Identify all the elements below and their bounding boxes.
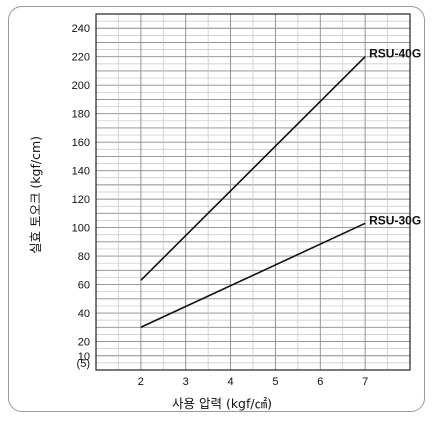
x-tick-label: 3 — [183, 376, 189, 388]
plot-border — [95, 13, 411, 371]
y-tick-label: 120 — [72, 194, 90, 206]
y-tick-label: 60 — [78, 280, 90, 292]
y-tick-label: 20 — [78, 337, 90, 349]
y-tick-label: 10 — [78, 351, 90, 363]
x-tick-labels: 2 3 4 5 6 7 — [138, 376, 368, 388]
series-label-rsu-40g: RSU-40G — [369, 47, 421, 61]
x-tick-label: 6 — [317, 376, 323, 388]
y-tick-label: (5) — [77, 358, 90, 370]
y-axis-label: 실효 토오크 (kgf/cm) — [28, 136, 43, 254]
series-line-rsu-40g — [140, 56, 366, 281]
y-tick-label: 220 — [72, 52, 90, 64]
series-labels: RSU-40G RSU-30G — [369, 47, 421, 228]
y-tick-label: 240 — [72, 23, 90, 35]
y-tick-label: 140 — [72, 166, 90, 178]
y-tick-label: 160 — [72, 137, 90, 149]
y-tick-label: 40 — [78, 308, 90, 320]
series-lines — [140, 56, 366, 329]
x-tick-label: 4 — [228, 376, 234, 388]
y-tick-label: 100 — [72, 223, 90, 235]
y-tick-label: 80 — [78, 251, 90, 263]
x-tick-label: 7 — [362, 376, 368, 388]
chart-frame — [8, 6, 425, 412]
y-tick-labels: (5)10 20 40 60 80 100 120 140 160 180 200 220 240 — [72, 23, 90, 370]
x-tick-label: 5 — [272, 376, 278, 388]
y-tick-label: 200 — [72, 80, 90, 92]
x-tick-label: 2 — [138, 376, 144, 388]
x-axis-label: 사용 압력 (kgf/㎠) — [172, 396, 272, 411]
y-tick-label: 180 — [72, 109, 90, 121]
chart-grid — [95, 13, 411, 371]
series-label-rsu-30g: RSU-30G — [369, 213, 421, 227]
series-line-rsu-30g — [140, 222, 366, 329]
